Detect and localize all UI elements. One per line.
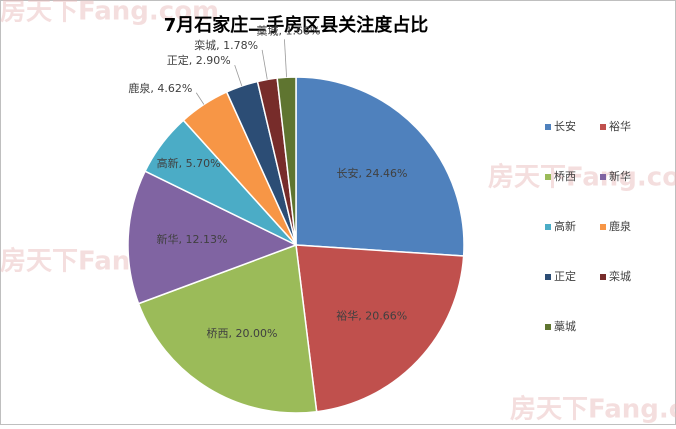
data-label: 高新, 5.70% [157, 156, 221, 170]
legend-swatch [545, 224, 551, 230]
data-label: 鹿泉, 4.62% [128, 81, 192, 95]
leader-line [261, 49, 268, 80]
data-label: 正定, 2.90% [167, 53, 231, 67]
leader-line [195, 92, 205, 105]
legend-label: 桥西 [554, 170, 576, 183]
chart-title: 7月石家庄二手房区县关注度占比 [164, 14, 429, 36]
pie-slice [295, 244, 465, 413]
legend-swatch [545, 174, 551, 180]
data-label: 长安, 24.46% [337, 166, 408, 180]
watermark: 房天下Fang.com [510, 395, 676, 425]
data-label: 藁城, 1.68% [256, 24, 320, 37]
legend-label: 长安 [554, 119, 576, 133]
legend-label: 新华 [609, 169, 631, 183]
legend-label: 裕华 [609, 119, 631, 133]
legend-swatch [600, 124, 606, 130]
legend-swatch [545, 324, 551, 330]
pie-slice [137, 243, 318, 414]
watermark: 房天下Fang.com [488, 163, 676, 193]
legend-swatch [545, 274, 551, 280]
data-label: 桥西, 20.00% [206, 327, 277, 340]
legend-label: 藁城 [554, 320, 576, 333]
legend-label: 高新 [554, 219, 576, 233]
watermark: 房天下Fang.com [0, 0, 219, 27]
legend-swatch [600, 224, 606, 230]
data-label: 新华, 12.13% [156, 232, 227, 246]
legend-label: 鹿泉 [609, 219, 631, 233]
legend-swatch [600, 174, 606, 180]
legend-label: 栾城 [609, 269, 631, 283]
leader-line [234, 65, 243, 87]
data-label: 栾城, 1.78% [194, 38, 258, 52]
leader-line [284, 39, 287, 78]
legend-label: 正定 [554, 269, 576, 283]
legend-swatch [600, 274, 606, 280]
pie-slice [127, 170, 298, 305]
legend-swatch [545, 124, 551, 130]
pie-slice [295, 76, 465, 257]
data-label: 裕华, 20.66% [336, 308, 407, 322]
